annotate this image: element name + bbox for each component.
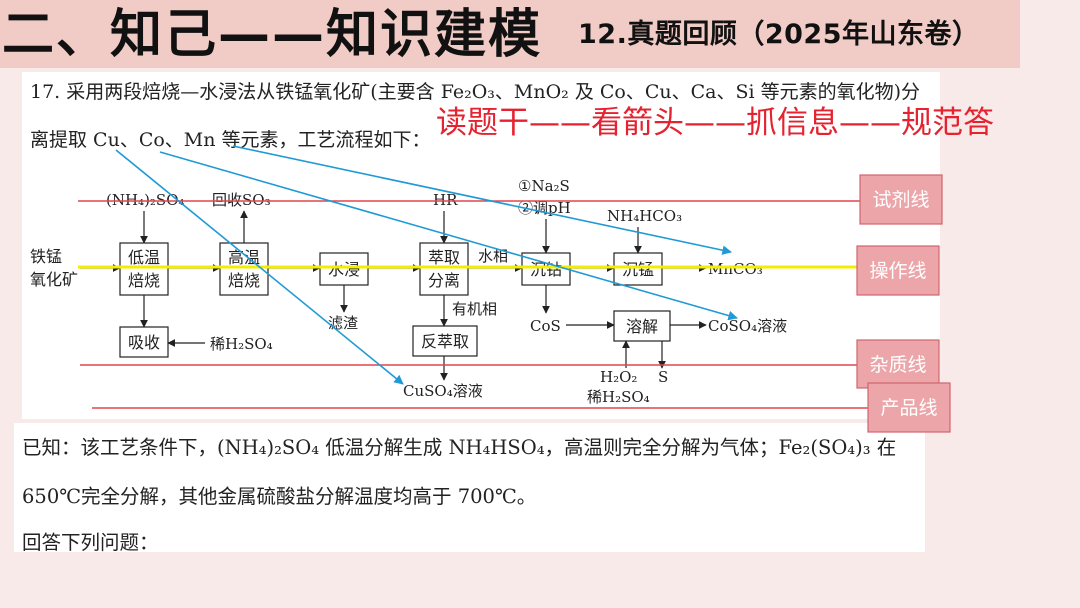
question-image-panel xyxy=(22,72,940,419)
reagent-extractant: HR xyxy=(433,191,458,209)
info-arrow-mn-to-mnco3 xyxy=(232,145,732,255)
slide-title: 二、知己——知识建模 xyxy=(2,5,543,65)
impurity-line-tag-label: 杂质线 xyxy=(869,354,926,376)
step-label-absorption: 吸收 xyxy=(128,333,160,352)
reagent-ammonium-sulfate: (NH₄)₂SO₄ xyxy=(106,191,185,209)
reagent-cobalt-1: ①Na₂S xyxy=(518,177,570,195)
stream-cos: CoS xyxy=(530,317,561,335)
reagent-line-tag xyxy=(859,174,943,225)
reagent-ammonium-bicarbonate: NH₄HCO₃ xyxy=(607,207,682,225)
reagent-dilute-acid-dissolve: 稀H₂SO₄ xyxy=(587,388,650,406)
stream-organic-phase: 有机相 xyxy=(452,300,497,318)
operation-line-tag xyxy=(856,245,940,296)
product-coso4-solution: CoSO₄溶液 xyxy=(708,317,787,335)
known-conditions-line-2: 650℃完全分解，其他金属硫酸盐分解温度均高于 700℃。 xyxy=(22,485,537,508)
operation-line-tag-label: 操作线 xyxy=(869,260,926,282)
product-mnco3: MnCO₃ xyxy=(708,260,763,278)
reagent-cobalt-2: ②调pH xyxy=(518,199,571,217)
reagent-dilute-acid-absorb: 稀H₂SO₄ xyxy=(210,335,273,353)
product-cuso4-solution: CuSO₄溶液 xyxy=(403,382,483,400)
raw-material-label-line-2: 氧化矿 xyxy=(30,270,78,289)
step-label-extraction-1: 萃取 xyxy=(428,248,460,267)
info-arrow-co-to-coso4 xyxy=(159,151,738,321)
step-box-back-extraction xyxy=(412,325,478,357)
step-box-manganese-precipitation xyxy=(613,252,663,286)
info-arrow-cu-to-cuso4 xyxy=(115,149,404,385)
stream-aqueous-phase: 水相 xyxy=(478,247,508,265)
reagent-line-tag-label: 试剂线 xyxy=(872,189,929,211)
stream-sulfur: S xyxy=(658,368,668,386)
product-line-tag-label: 产品线 xyxy=(880,397,937,419)
step-label-manganese-precipitation: 沉锰 xyxy=(622,260,654,279)
slide-subtitle: 12.真题回顾（2025年山东卷） xyxy=(578,19,980,50)
known-conditions-line-1: 已知：该工艺条件下，(NH₄)₂SO₄ 低温分解生成 NH₄HSO₄，高温则完全… xyxy=(22,436,897,459)
step-label-low-temp-roast-1: 低温 xyxy=(128,248,160,267)
question-stem-line-2: 离提取 Cu、Co、Mn 等元素，工艺流程如下： xyxy=(30,129,431,151)
known-conditions-panel xyxy=(14,423,925,552)
product-line-tag xyxy=(867,382,951,433)
step-label-low-temp-roast-2: 焙烧 xyxy=(128,271,160,290)
method-hint: 读题干——看箭头——抓信息——规范答 xyxy=(436,105,994,141)
answer-prompt: 回答下列问题： xyxy=(22,531,159,554)
step-box-absorption xyxy=(119,326,169,358)
step-label-water-leach: 水浸 xyxy=(328,260,360,279)
step-label-back-extraction: 反萃取 xyxy=(421,332,469,351)
header-band xyxy=(0,0,1020,68)
step-box-dissolution xyxy=(613,310,671,342)
reagent-recover-so3: 回收SO₃ xyxy=(212,191,271,209)
raw-material-label-line-1: 铁锰 xyxy=(30,247,62,266)
step-label-extraction-2: 分离 xyxy=(428,271,460,290)
question-stem-line-1: 17. 采用两段焙烧—水浸法从铁锰氧化矿(主要含 Fe₂O₃、MnO₂ 及 Co… xyxy=(30,81,921,103)
step-box-high-temp-roast xyxy=(219,242,269,296)
reagent-hydrogen-peroxide: H₂O₂ xyxy=(600,368,637,386)
stream-filter-residue: 滤渣 xyxy=(328,314,358,332)
step-label-dissolution: 溶解 xyxy=(626,317,658,336)
step-label-high-temp-roast-2: 焙烧 xyxy=(228,271,260,290)
step-label-high-temp-roast-1: 高温 xyxy=(228,248,260,267)
